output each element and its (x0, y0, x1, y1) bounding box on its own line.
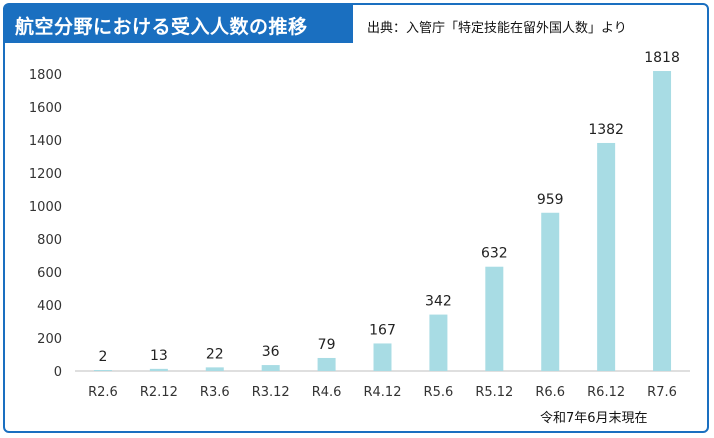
data-label-R6.12: 1382 (588, 122, 624, 138)
y-tick-label: 1400 (29, 134, 62, 149)
data-label-R5.12: 632 (481, 246, 508, 262)
data-label-R2.12: 13 (150, 348, 168, 364)
bar-R2.12 (149, 368, 168, 371)
bar-R5.6 (429, 314, 448, 371)
data-label-R4.6: 79 (318, 337, 336, 353)
data-label-R4.12: 167 (369, 322, 396, 338)
x-tick-label-R2.12: R2.12 (140, 385, 178, 400)
data-label-R3.6: 22 (206, 346, 224, 362)
bar-R2.6 (93, 370, 112, 371)
data-label-R7.6: 1818 (644, 50, 680, 66)
x-tick-label-R5.12: R5.12 (475, 385, 513, 400)
x-tick-label-R4.12: R4.12 (364, 385, 402, 400)
source-note: 出典：入管庁「特定技能在留外国人数」より (367, 21, 627, 36)
bar-R6.6 (541, 212, 560, 371)
title-banner: 航空分野における受入人数の推移 (5, 5, 353, 43)
x-tick-label-R4.6: R4.6 (312, 385, 342, 400)
bar-R3.12 (261, 365, 280, 371)
data-label-R5.6: 342 (425, 294, 452, 310)
chart-title: 航空分野における受入人数の推移 (15, 16, 308, 38)
bar-R4.12 (373, 343, 392, 371)
bar-R3.6 (205, 367, 224, 371)
bar-R6.12 (597, 142, 616, 371)
x-tick-label-R3.6: R3.6 (200, 385, 230, 400)
bar-R4.6 (317, 357, 336, 371)
x-tick-label-R5.6: R5.6 (424, 385, 454, 400)
bar-R7.6 (653, 71, 672, 371)
x-tick-label-R6.12: R6.12 (587, 385, 625, 400)
y-tick-label: 200 (37, 332, 62, 347)
y-tick-label: 1600 (29, 101, 62, 116)
y-tick-label: 0 (54, 365, 62, 380)
as-of-date-note: 令和7年6月末現在 (540, 411, 648, 426)
y-tick-label: 1800 (29, 68, 62, 83)
data-label-R2.6: 2 (98, 349, 107, 365)
bar-R5.12 (485, 266, 504, 371)
data-label-R3.12: 36 (262, 344, 280, 360)
y-tick-label: 1200 (29, 167, 62, 182)
y-tick-label: 600 (37, 266, 62, 281)
x-tick-label-R7.6: R7.6 (647, 385, 677, 400)
x-tick-label-R6.6: R6.6 (535, 385, 565, 400)
y-tick-label: 400 (37, 299, 62, 314)
x-tick-label-R3.12: R3.12 (252, 385, 290, 400)
data-label-R6.6: 959 (537, 192, 564, 208)
y-tick-label: 800 (37, 233, 62, 248)
y-tick-label: 1000 (29, 200, 62, 215)
x-tick-label-R2.6: R2.6 (88, 385, 118, 400)
chart-frame: 航空分野における受入人数の推移 出典：入管庁「特定技能在留外国人数」より (3, 3, 709, 433)
